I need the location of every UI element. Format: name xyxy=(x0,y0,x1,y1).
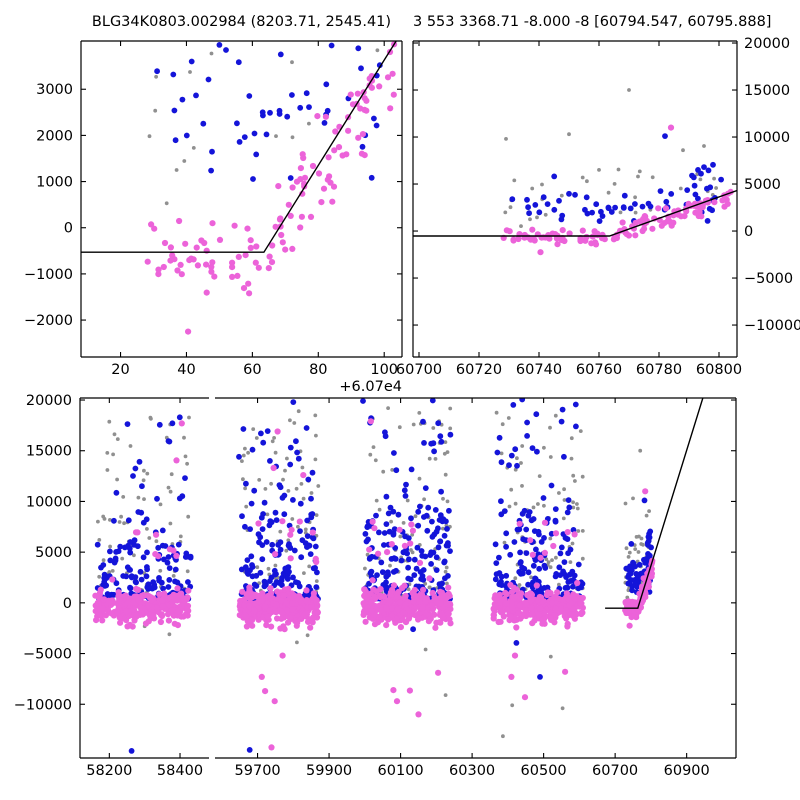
y-tick-label: −10000 xyxy=(14,697,72,713)
x-tick-label: 100 xyxy=(370,362,398,378)
axes-frame-bottom-left xyxy=(79,397,209,759)
x-tick-label: 59900 xyxy=(306,763,352,779)
y-tick-label: 0 xyxy=(744,224,753,240)
y-tick-label: 1000 xyxy=(36,175,73,191)
tick-labels-top-left: 20 40 60 80 100 −2000 −1000 0 1000 2000 3000 +6.07e… xyxy=(24,82,402,395)
panel-top-left: 20 40 60 80 100 −2000 −1000 0 1000 2000 3000 +6.07e… xyxy=(24,40,403,395)
pink-points-bottom-left xyxy=(92,420,192,630)
x-tick-label: 80 xyxy=(309,362,327,378)
plot-area-top-right xyxy=(413,88,737,256)
y-tick-label: 2000 xyxy=(36,128,73,144)
blue-points-top-right xyxy=(509,133,724,225)
y-tick-label: 20000 xyxy=(744,36,790,52)
y-tick-label: −5000 xyxy=(23,647,72,663)
x-tick-label: 40 xyxy=(177,362,195,378)
x-tick-label: 60720 xyxy=(456,362,502,378)
y-tick-label: 15000 xyxy=(26,444,72,460)
blue-points-top-left xyxy=(154,42,383,182)
plot-title-left: BLG34K0803.002984 (8203.71, 2545.41) xyxy=(91,14,392,30)
y-tick-label: 10000 xyxy=(26,494,72,510)
panel-top-right: 60700 60720 60740 60760 60780 60800 −10000 −500… xyxy=(396,36,800,378)
blue-points-bottom-right xyxy=(236,398,654,753)
tick-labels-bottom-left: 58200 58400 −10000 −5000 0 5000 10000 15000 2000… xyxy=(14,393,203,779)
plot-area-bottom-left xyxy=(92,414,194,754)
gray-points-bottom-right xyxy=(240,406,653,739)
x-tick-label: 59700 xyxy=(235,763,281,779)
ticks-bottom-left xyxy=(80,398,181,758)
gray-points-top-left xyxy=(147,41,380,206)
axes-frame-top-left xyxy=(80,40,403,358)
x-tick-label: 60700 xyxy=(396,362,442,378)
x-tick-label: 60760 xyxy=(576,362,622,378)
x-axis-offset-label: +6.07e4 xyxy=(339,379,402,395)
axes-frame-bottom-right xyxy=(215,397,737,759)
x-tick-label: 60780 xyxy=(636,362,682,378)
x-tick-label: 60100 xyxy=(378,763,424,779)
model-line-top-left xyxy=(81,41,398,253)
x-tick-label: 60800 xyxy=(696,362,742,378)
blue-points-bottom-left xyxy=(94,414,194,754)
plot-area-bottom-right xyxy=(236,398,704,753)
y-tick-label: 3000 xyxy=(36,82,73,98)
ticks-top-left xyxy=(81,41,402,357)
pink-points-top-left xyxy=(144,41,398,335)
x-tick-label: 60 xyxy=(243,362,261,378)
x-tick-label: 60700 xyxy=(592,763,638,779)
y-tick-label: 0 xyxy=(63,596,72,612)
y-tick-label: 20000 xyxy=(26,393,72,409)
tick-labels-bottom-right: 59700 59900 60100 60300 60500 60700 60900 xyxy=(235,763,710,779)
y-tick-label: −10000 xyxy=(744,318,800,334)
pink-points-bottom-right xyxy=(236,418,656,751)
y-tick-label: 0 xyxy=(64,221,73,237)
panel-bottom-left: 58200 58400 −10000 −5000 0 5000 10000 15000 2000… xyxy=(14,393,209,779)
y-tick-label: 5000 xyxy=(744,177,781,193)
y-tick-label: 15000 xyxy=(744,83,790,99)
plot-title-right: 3 553 3368.71 -8.000 -8 [60794.547, 6079… xyxy=(413,14,772,30)
x-tick-label: 58400 xyxy=(157,763,203,779)
y-tick-label: 10000 xyxy=(744,130,790,146)
model-line-top-right xyxy=(413,189,737,237)
x-tick-label: 60740 xyxy=(516,362,562,378)
x-tick-label: 60300 xyxy=(449,763,495,779)
y-tick-label: −5000 xyxy=(744,271,793,287)
tick-labels-top-right: 60700 60720 60740 60760 60780 60800 −10000 −500… xyxy=(396,36,800,378)
y-tick-label: 5000 xyxy=(35,545,72,561)
model-line-bottom-right xyxy=(605,398,704,609)
plot-area-top-left xyxy=(81,41,398,335)
ticks-top-right xyxy=(413,41,737,357)
x-tick-label: 58200 xyxy=(86,763,132,779)
x-tick-label: 60500 xyxy=(521,763,567,779)
y-tick-label: −1000 xyxy=(24,267,73,283)
ticks-bottom-right xyxy=(257,398,736,758)
y-tick-label: −2000 xyxy=(24,313,73,329)
x-tick-label: 20 xyxy=(111,362,129,378)
x-tick-label: 60900 xyxy=(664,763,710,779)
panel-bottom-right: 59700 59900 60100 60300 60500 60700 60900 xyxy=(215,397,737,779)
axes-frame-top-right xyxy=(412,40,738,358)
